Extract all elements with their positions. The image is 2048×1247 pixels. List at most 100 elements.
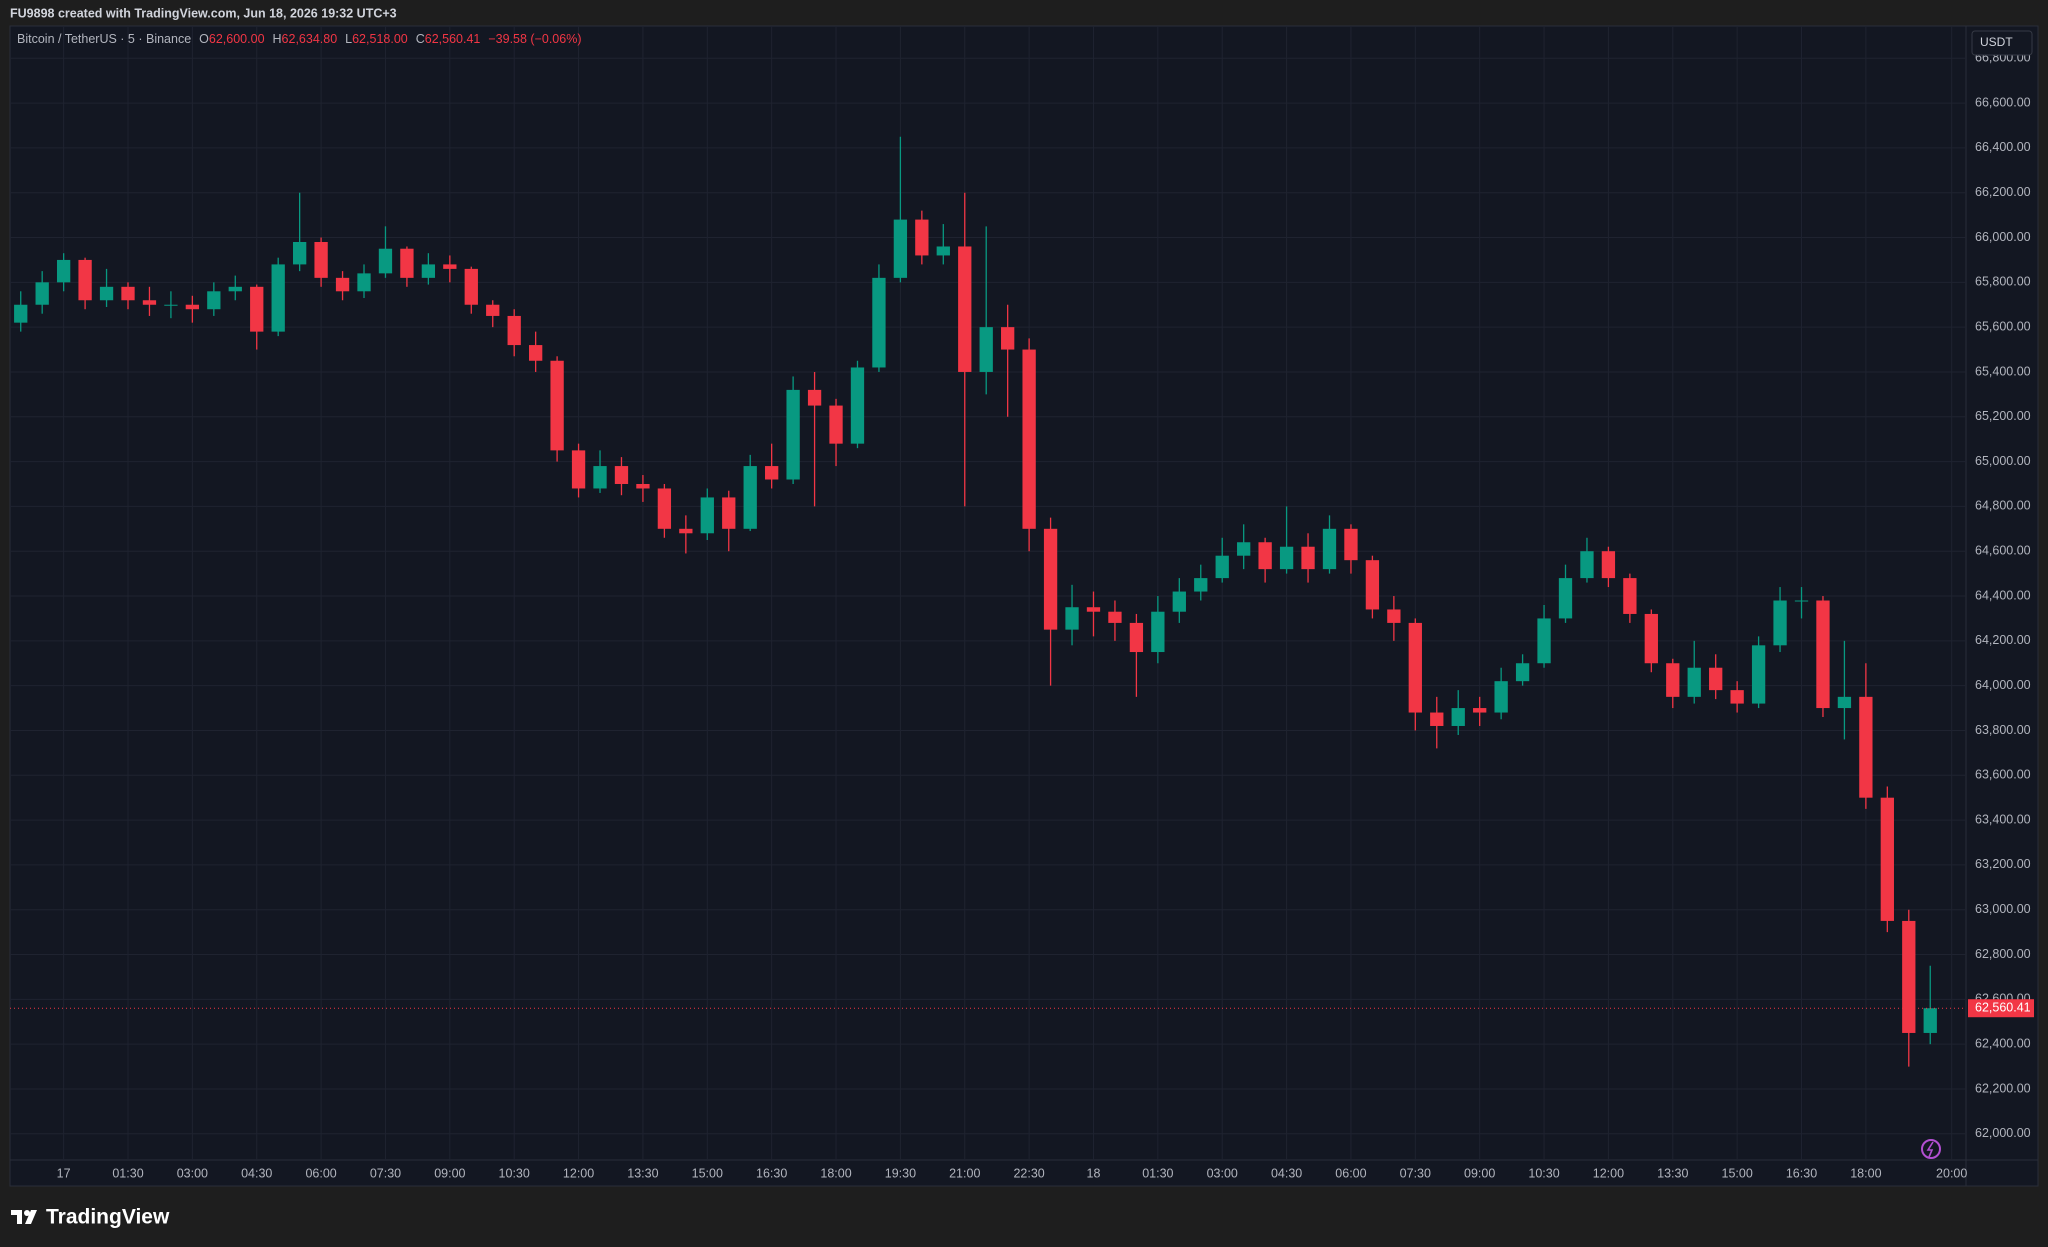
x-tick-label: 04:30 <box>241 1166 272 1180</box>
change-value: −39.58 (−0.06%) <box>488 32 582 46</box>
candle-body <box>421 264 436 278</box>
y-tick-label: 64,600.00 <box>1975 544 2031 558</box>
candle-body <box>14 304 28 323</box>
ohlc-value: 62,634.80 <box>281 32 338 46</box>
candle-body <box>679 528 693 534</box>
candle-body <box>872 277 886 368</box>
x-tick-label: 13:30 <box>627 1166 658 1180</box>
candle-body <box>786 389 800 480</box>
candle-body <box>979 327 993 372</box>
candle-body <box>657 488 672 529</box>
x-tick-label: 07:30 <box>1400 1166 1431 1180</box>
candle-body <box>207 291 221 310</box>
last-price-box <box>1968 999 2034 1018</box>
candle-body <box>1129 622 1144 653</box>
candle-body <box>571 450 586 489</box>
x-tick-label: 12:00 <box>1593 1166 1624 1180</box>
candle-body <box>636 483 650 489</box>
candle-body <box>1215 555 1229 579</box>
logo-shape <box>11 1210 22 1224</box>
candle-body <box>1022 349 1036 529</box>
candle-body <box>1279 546 1294 570</box>
ohlc-value: 62,518.00 <box>352 32 408 46</box>
grid <box>10 26 1966 1160</box>
candle-body <box>56 259 71 283</box>
brand-logo <box>11 1210 37 1224</box>
candle-body <box>1258 542 1272 570</box>
ohlc-value: 62,560.41 <box>424 32 481 46</box>
candle-body <box>1515 663 1530 682</box>
ohlc-value: 62,600.00 <box>208 32 265 46</box>
y-tick-label: 64,000.00 <box>1975 678 2031 692</box>
y-tick-label: 65,200.00 <box>1975 409 2031 423</box>
candle-body <box>1473 708 1487 713</box>
y-tick-label: 62,000.00 <box>1975 1126 2031 1140</box>
candle-body <box>1859 696 1873 798</box>
candle-body <box>1344 528 1358 561</box>
candle-body <box>1580 551 1594 579</box>
symbol-legend: Bitcoin / TetherUS · 5 · Binance O 62,600… <box>17 32 589 46</box>
candle-body <box>829 405 843 444</box>
y-tick-label: 63,800.00 <box>1975 723 2031 737</box>
last-price-label: 62,560.41 <box>1975 1001 2031 1015</box>
x-tick-label: 21:00 <box>949 1166 980 1180</box>
x-tick-label: 22:30 <box>1013 1166 1044 1180</box>
candle-body <box>292 242 307 265</box>
candle-body <box>1108 611 1122 623</box>
chart-pane <box>9 25 2039 1187</box>
candle-body <box>1794 600 1809 602</box>
watermark: FU9898 created with TradingView.com, Jun… <box>10 6 397 20</box>
x-tick-label: 04:30 <box>1271 1166 1302 1180</box>
candle-body <box>915 219 929 256</box>
x-tick-label: 01:30 <box>112 1166 143 1180</box>
candle-body <box>743 466 757 529</box>
candle-body <box>1322 528 1337 570</box>
candle-body <box>936 246 950 256</box>
y-tick-label: 66,200.00 <box>1975 185 2031 199</box>
candle-body <box>529 345 543 361</box>
candle-body <box>700 497 714 534</box>
candle-body <box>1923 1008 1937 1033</box>
candle-body <box>228 286 242 292</box>
ohlc-label: O <box>199 32 209 46</box>
candle-body <box>765 466 779 480</box>
candle-body <box>78 259 92 301</box>
x-tick-label: 03:00 <box>1207 1166 1238 1180</box>
candle-body <box>893 219 908 278</box>
candle-body <box>378 248 393 274</box>
candle-body <box>35 282 49 305</box>
y-tick-label: 63,000.00 <box>1975 902 2031 916</box>
candle-body <box>443 264 457 269</box>
alert-icon[interactable] <box>1921 1139 1941 1159</box>
candle-body <box>314 242 328 278</box>
x-tick-label: 15:00 <box>1722 1166 1753 1180</box>
currency-button[interactable] <box>1971 30 2033 56</box>
candle-body <box>1558 578 1573 619</box>
x-tick-label: 19:30 <box>885 1166 916 1180</box>
y-tick-label: 63,600.00 <box>1975 768 2031 782</box>
candle-body <box>1494 681 1508 713</box>
x-tick-label: 09:00 <box>434 1166 465 1180</box>
x-tick-label: 06:00 <box>1335 1166 1366 1180</box>
candle-body <box>464 268 478 305</box>
x-tick-label: 18:00 <box>820 1166 851 1180</box>
x-tick-label: 18 <box>1087 1166 1101 1180</box>
candle-body <box>357 273 371 292</box>
candle-body <box>614 466 629 484</box>
logo-shape <box>25 1210 37 1224</box>
y-tick-label: 65,800.00 <box>1975 275 2031 289</box>
candle-body <box>1537 618 1551 664</box>
alert-icon-bolt <box>1926 1141 1934 1158</box>
candle-body <box>486 304 500 316</box>
x-tick-label: 18:00 <box>1850 1166 1881 1180</box>
y-tick-label: 65,400.00 <box>1975 364 2031 378</box>
x-tick-label: 06:00 <box>305 1166 336 1180</box>
x-tick-label: 12:00 <box>563 1166 594 1180</box>
candle-body <box>1773 600 1787 646</box>
candle-body <box>593 466 607 489</box>
candle-body <box>1194 578 1208 592</box>
candles <box>14 136 1937 1067</box>
y-tick-label: 66,600.00 <box>1975 95 2031 109</box>
